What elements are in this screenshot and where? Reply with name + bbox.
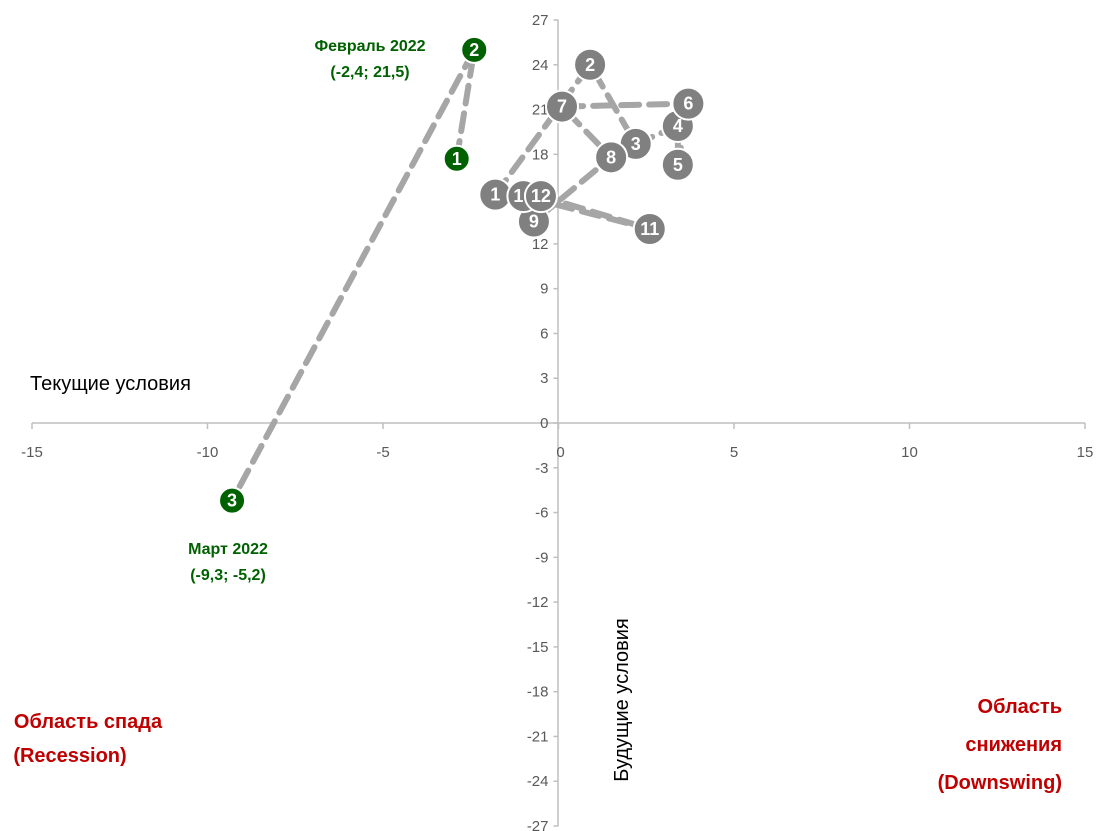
y-axis-title: Будущие условия [611, 618, 633, 781]
y-tick-label: -21 [527, 728, 549, 745]
series-lines [229, 46, 692, 504]
x-tick-label: 10 [901, 444, 918, 461]
y-tick-label: 21 [532, 102, 549, 119]
y-tick-label: -9 [535, 549, 548, 566]
x-tick-label: -15 [21, 444, 43, 461]
series-2-point-1 [442, 144, 471, 173]
series-1-point-label-2: 2 [585, 55, 595, 75]
region-downswing-line-1: Область [978, 696, 1062, 718]
series-2-line [229, 46, 478, 504]
annotation-march-coords: (-9,3; -5,2) [190, 567, 266, 584]
y-tick-label: -24 [527, 773, 549, 790]
region-recession: Область спада (Recession) [13, 711, 163, 767]
series-1-point-label-5: 5 [673, 155, 683, 175]
annotation-february-coords: (-2,4; 21,5) [330, 64, 409, 81]
region-downswing: Область снижения (Downswing) [938, 696, 1062, 794]
y-tick-label: -3 [535, 460, 548, 477]
y-tick-label: 18 [532, 146, 549, 163]
series-1-point-label-7: 7 [557, 97, 567, 117]
y-tick-label: 0 [540, 415, 548, 432]
series-1-point-label-11: 11 [640, 219, 659, 239]
series-1-point-6 [671, 86, 706, 121]
x-axis-title: Текущие условия [30, 373, 191, 395]
series-1-point-label-1: 1 [490, 185, 500, 205]
x-tick-label: 0 [556, 444, 564, 461]
x-ticks: -15 -10 -5 0 5 10 15 [21, 423, 1093, 461]
y-tick-label: -6 [535, 505, 548, 522]
y-tick-label: 6 [540, 325, 548, 342]
series-1-point-label-12: 12 [531, 186, 551, 206]
y-tick-label: -27 [527, 818, 549, 831]
series-2-point-label-3: 3 [227, 491, 237, 511]
series-1-point-7 [545, 89, 580, 124]
series-1-point-12 [523, 179, 558, 214]
series-1-point-5 [660, 147, 695, 182]
y-ticks: -27-24-21-18-15-12-9-6-30369121518212427 [527, 12, 559, 831]
series-2-point-3 [218, 486, 247, 515]
annotation-february: Февраль 2022 (-2,4; 21,5) [314, 38, 425, 81]
series-2-point-2 [460, 35, 489, 64]
series-1-point-label-4: 4 [673, 116, 683, 136]
annotation-march: Март 2022 (-9,3; -5,2) [188, 541, 268, 584]
series-1-point-11 [632, 211, 667, 246]
annotation-march-title: Март 2022 [188, 541, 268, 558]
y-tick-label: -12 [527, 594, 549, 611]
y-tick-label: 27 [532, 12, 549, 29]
series-1-point-2 [573, 47, 608, 82]
y-tick-label: 9 [540, 281, 548, 298]
series-1-point-label-3: 3 [631, 134, 641, 154]
y-tick-label: 24 [532, 57, 549, 74]
region-recession-line-1: Область спада [14, 711, 163, 733]
x-tick-label: 5 [730, 444, 738, 461]
region-downswing-line-3: (Downswing) [938, 772, 1062, 794]
region-recession-line-2: (Recession) [13, 745, 126, 767]
y-tick-label: -15 [527, 639, 549, 656]
y-tick-label: 3 [540, 370, 548, 387]
annotation-february-title: Февраль 2022 [314, 38, 425, 55]
series-2-point-label-2: 2 [469, 40, 479, 60]
y-tick-label: 12 [532, 236, 549, 253]
x-tick-label: -5 [376, 444, 389, 461]
series-1-point-label-9: 9 [529, 212, 539, 232]
region-downswing-line-2: снижения [965, 734, 1062, 756]
x-tick-label: -10 [197, 444, 219, 461]
series-1-point-8 [594, 140, 629, 175]
y-tick-label: -18 [527, 684, 549, 701]
series-1-point-label-6: 6 [683, 94, 693, 114]
series-2-point-label-1: 1 [452, 149, 462, 169]
series-1-point-label-8: 8 [606, 147, 616, 167]
x-tick-label: 15 [1077, 444, 1094, 461]
